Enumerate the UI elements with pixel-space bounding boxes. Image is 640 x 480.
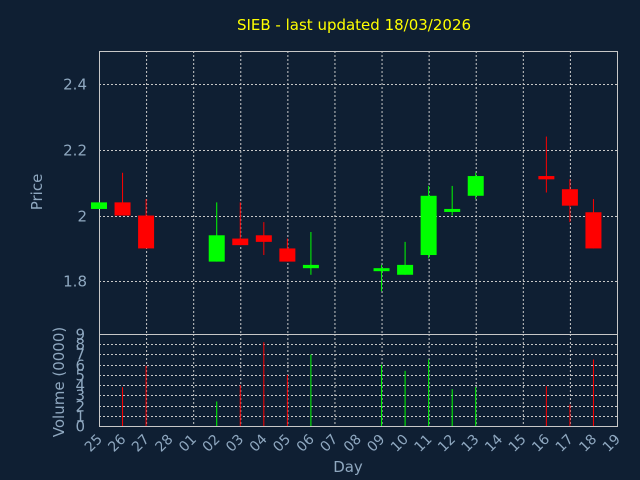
candle-body: [444, 208, 461, 212]
volume-tick-label: 6: [75, 357, 85, 375]
volume-axis-title: Volume (0000): [50, 327, 68, 437]
volume-tick-label: 0: [75, 418, 85, 436]
volume-tick-label: 1: [75, 408, 85, 426]
volume-tick-label: 7: [75, 346, 85, 364]
x-tick-label: 17: [553, 432, 577, 456]
volume-grid: [99, 334, 618, 427]
x-tick-label: 26: [105, 431, 129, 455]
x-tick-label: 28: [153, 432, 177, 456]
x-tick-label: 06: [294, 431, 318, 455]
x-tick-label: 02: [200, 432, 224, 456]
x-tick-label: 01: [176, 432, 200, 456]
price-candles: [91, 136, 602, 292]
candle-body: [373, 268, 390, 272]
x-tick-label: 09: [364, 432, 388, 456]
volume-bars: [122, 342, 594, 426]
x-tick-label: 10: [388, 432, 412, 456]
price-tick-label: 2.4: [63, 76, 87, 94]
candle-body: [585, 212, 602, 249]
x-tick-label: 15: [506, 432, 530, 456]
price-grid: [99, 51, 618, 335]
x-axis-title: Day: [333, 458, 363, 476]
candle-body: [279, 248, 296, 262]
x-tick-label: 07: [317, 432, 341, 456]
volume-tick-label: 2: [75, 398, 85, 416]
volume-tick-label: 8: [75, 336, 85, 354]
x-tick-label: 04: [247, 431, 271, 455]
volume-tick-label: 4: [75, 377, 85, 395]
candle-body: [114, 202, 131, 216]
x-tick-label: 14: [482, 431, 506, 455]
candle-body: [420, 195, 437, 256]
candle-body: [138, 215, 155, 249]
x-tick-label: 13: [459, 432, 483, 456]
price-tick-label: 2.2: [63, 142, 87, 160]
x-tick-label: 11: [412, 432, 436, 456]
candle-body: [561, 189, 578, 206]
price-axis-title: Price: [28, 174, 46, 211]
candle-body: [538, 176, 555, 180]
price-tick-label: 1.8: [63, 273, 87, 291]
x-tick-label: 03: [223, 432, 247, 456]
volume-plot-frame: [99, 334, 618, 427]
candle-body: [91, 202, 107, 209]
x-tick-label: 25: [82, 432, 106, 456]
x-tick-label: 16: [529, 431, 553, 455]
x-tick-label: 19: [600, 432, 624, 456]
x-tick-label: 08: [341, 432, 365, 456]
x-tick-label: 05: [270, 432, 294, 456]
candle-body: [208, 235, 225, 262]
candle-body: [232, 238, 249, 246]
chart-title: SIEB - last updated 18/03/2026: [237, 16, 471, 34]
volume-tick-label: 9: [75, 326, 85, 344]
x-tick-label: 18: [576, 432, 600, 456]
candle-body: [302, 264, 319, 269]
candle-body: [397, 264, 414, 275]
volume-tick-label: 5: [75, 367, 85, 385]
x-tick-label: 12: [435, 432, 459, 456]
price-plot-frame: [99, 51, 618, 335]
candle-body: [255, 235, 272, 242]
candle-body: [467, 176, 484, 196]
x-tick-label: 27: [129, 432, 153, 456]
volume-tick-label: 3: [75, 387, 85, 405]
price-tick-label: 2: [77, 208, 87, 226]
